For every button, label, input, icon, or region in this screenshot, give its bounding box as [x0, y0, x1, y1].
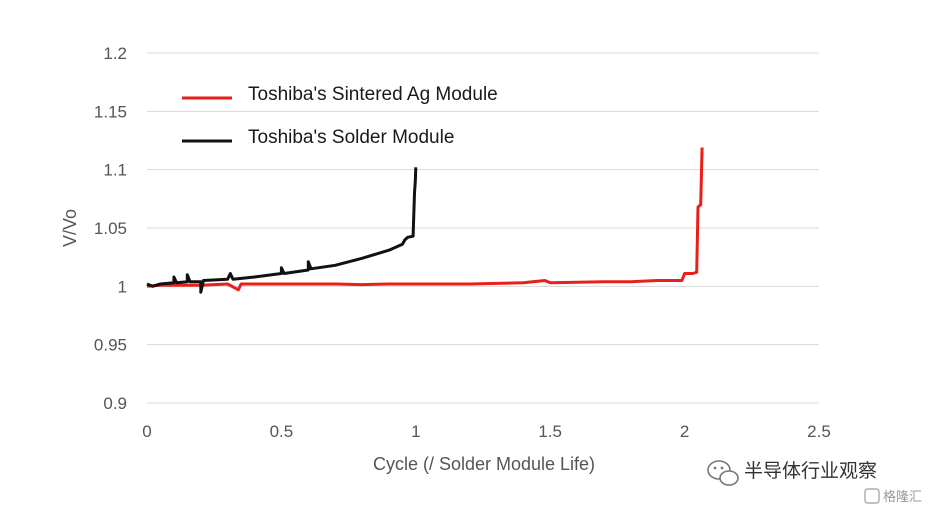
y-tick-label: 1.15	[94, 102, 127, 121]
x-tick-label: 0.5	[270, 422, 294, 441]
x-tick-label: 0	[142, 422, 151, 441]
series-line-0	[146, 147, 704, 292]
x-tick-label: 1	[411, 422, 420, 441]
series-lines	[146, 147, 704, 294]
watermark: 半导体行业观察 格隆汇	[707, 460, 922, 505]
series-line-1	[146, 167, 418, 294]
legend-label-0: Toshiba's Sintered Ag Module	[248, 84, 498, 105]
watermark-subtext: 格隆汇	[883, 489, 922, 505]
y-tick-label: 0.9	[103, 394, 127, 413]
x-tick-labels: 0 0.5 1 1.5 2 2.5	[142, 422, 831, 441]
y-tick-label: 0.95	[94, 336, 127, 355]
gridlines	[147, 52, 819, 404]
logo-icon	[864, 488, 880, 504]
x-tick-label: 1.5	[538, 422, 562, 441]
legend: Toshiba's Sintered Ag Module Toshiba's So…	[182, 84, 498, 148]
y-tick-label: 1.2	[103, 44, 127, 63]
y-axis-title: V/Vo	[60, 209, 80, 247]
wechat-icon	[707, 460, 739, 486]
y-tick-label: 1.1	[103, 161, 127, 180]
watermark-text: 半导体行业观察	[744, 460, 877, 482]
legend-label-1: Toshiba's Solder Module	[248, 127, 454, 148]
x-axis-title: Cycle (/ Solder Module Life)	[373, 454, 595, 474]
x-tick-label: 2	[680, 422, 689, 441]
y-tick-labels: 0.9 0.95 1 1.05 1.1 1.15 1.2	[94, 44, 127, 413]
y-tick-label: 1.05	[94, 219, 127, 238]
x-tick-label: 2.5	[807, 422, 831, 441]
y-tick-label: 1	[118, 277, 127, 296]
